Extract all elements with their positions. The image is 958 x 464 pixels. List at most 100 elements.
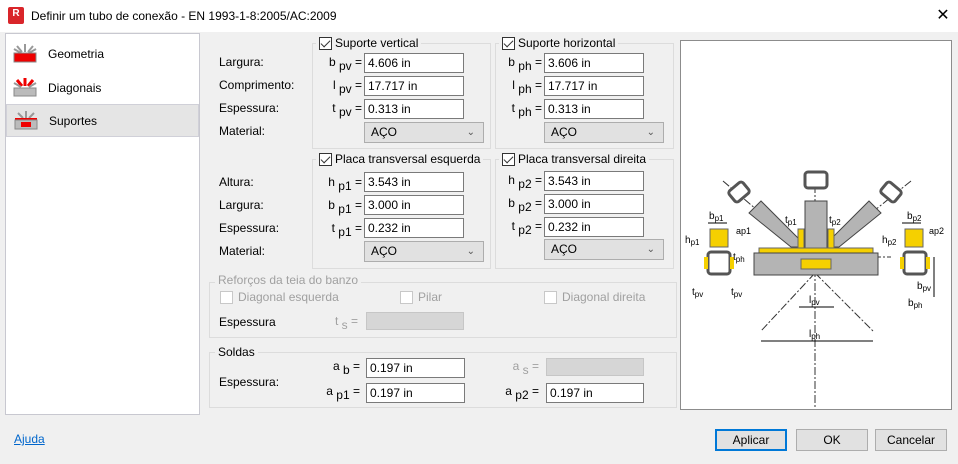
espessura-label: Espessura: <box>219 375 280 389</box>
comprimento-label: Comprimento: <box>219 78 295 92</box>
ab-symbol: a b = <box>332 359 360 377</box>
diagonals-icon <box>13 77 37 96</box>
svg-text:tp1: tp1 <box>785 215 797 227</box>
tp1-input[interactable]: 0.232 in <box>364 218 464 238</box>
lph-input[interactable]: 17.717 in <box>544 76 644 96</box>
chord-section <box>803 170 829 190</box>
placa-direita-toggle[interactable]: Placa transversal direita <box>499 152 650 166</box>
tp2-symbol: t p2 = <box>511 219 542 237</box>
svg-text:lpv: lpv <box>809 295 820 307</box>
svg-text:tp2: tp2 <box>829 215 841 227</box>
title-bar: R Definir um tubo de conexão - EN 1993-1… <box>0 0 958 32</box>
material-label: Material: <box>219 244 266 258</box>
bp2-input[interactable]: 3.000 in <box>544 194 644 214</box>
ap2-symbol: a p2 = <box>505 384 539 402</box>
lpv-symbol: l pv = <box>332 78 362 96</box>
altura-label: Altura: <box>219 175 254 189</box>
chevron-down-icon: ⌄ <box>466 127 475 138</box>
reforcos-group <box>209 282 677 338</box>
ts-input[interactable] <box>366 312 464 330</box>
apply-button[interactable]: Aplicar <box>715 429 787 451</box>
tp1-symbol: t p1 = <box>331 221 362 239</box>
ok-button[interactable]: OK <box>796 429 868 451</box>
placa-direita-material-select[interactable]: AÇO ⌄ <box>544 239 664 260</box>
espessura-label: Espessura <box>219 315 276 329</box>
tpv-symbol: t pv = <box>332 101 362 119</box>
hp1-input[interactable]: 3.543 in <box>364 172 464 192</box>
lpv-input[interactable]: 17.717 in <box>364 76 464 96</box>
sidebar-item-suportes[interactable]: Suportes <box>6 104 199 137</box>
placa-esquerda-checkbox[interactable] <box>319 152 332 166</box>
sidebar: Geometria Diagonais Suportes <box>5 33 200 415</box>
reforcos-title: Reforços da teia do banzo <box>215 273 362 287</box>
group-title: Placa transversal direita <box>518 152 647 166</box>
ts-symbol: t s = <box>334 314 358 332</box>
close-icon[interactable]: ✕ <box>936 7 950 24</box>
hp2-input[interactable]: 3.543 in <box>544 171 644 191</box>
tpv-input[interactable]: 0.313 in <box>364 99 464 119</box>
bph-input[interactable]: 3.606 in <box>544 53 644 73</box>
connection-diagram: bp1 hp1 ap1 tp1 tp2 bp2 hp2 ap2 tph tpv … <box>680 40 952 410</box>
help-link[interactable]: Ajuda <box>14 432 45 446</box>
bpv-input[interactable]: 4.606 in <box>364 53 464 73</box>
hp2-symbol: h p2 = <box>508 173 542 191</box>
group-title: Suporte horizontal <box>518 36 616 50</box>
svg-text:tpv: tpv <box>692 287 703 299</box>
diagonal-direita-checkbox[interactable]: Diagonal direita <box>544 290 645 304</box>
sidebar-item-geometria[interactable]: Geometria <box>6 37 199 70</box>
placa-esquerda-material-select[interactable]: AÇO ⌄ <box>364 241 484 262</box>
svg-text:bph: bph <box>908 298 922 310</box>
suporte-vertical-toggle[interactable]: Suporte vertical <box>316 36 422 50</box>
window-title: Definir um tubo de conexão - EN 1993-1-8… <box>31 9 337 23</box>
tp2-input[interactable]: 0.232 in <box>544 217 644 237</box>
sidebar-item-label: Geometria <box>48 46 105 61</box>
suporte-vertical-checkbox[interactable] <box>319 36 332 50</box>
svg-text:lph: lph <box>809 329 820 341</box>
diagonal-esquerda-checkbox[interactable]: Diagonal esquerda <box>220 290 339 304</box>
suporte-horizontal-material-select[interactable]: AÇO ⌄ <box>544 122 664 143</box>
material-label: Material: <box>219 124 266 138</box>
lph-symbol: l ph = <box>512 78 542 96</box>
svg-text:hp1: hp1 <box>685 235 700 247</box>
svg-text:bpv: bpv <box>917 281 931 293</box>
sidebar-item-label: Diagonais <box>48 80 102 95</box>
chevron-down-icon: ⌄ <box>646 127 655 138</box>
svg-text:hp2: hp2 <box>882 235 897 247</box>
pilar-checkbox[interactable]: Pilar <box>400 290 442 304</box>
bp1-symbol: b p1 = <box>328 198 362 216</box>
ab-input[interactable]: 0.197 in <box>366 358 465 378</box>
ap2-input[interactable]: 0.197 in <box>546 383 644 403</box>
espessura-label: Espessura: <box>219 221 280 235</box>
svg-text:tph: tph <box>733 252 745 264</box>
app-icon: R <box>8 7 24 24</box>
chevron-down-icon: ⌄ <box>646 244 655 255</box>
placa-esquerda-toggle[interactable]: Placa transversal esquerda <box>316 152 484 166</box>
svg-text:bp1: bp1 <box>709 211 724 223</box>
largura-label: Largura: <box>219 55 264 69</box>
suporte-horizontal-checkbox[interactable] <box>502 36 515 50</box>
sidebar-item-diagonais[interactable]: Diagonais <box>6 71 199 104</box>
bph-symbol: b ph = <box>508 55 542 73</box>
bpv-symbol: b pv = <box>328 55 362 73</box>
suporte-vertical-material-select[interactable]: AÇO ⌄ <box>364 122 484 143</box>
cancel-button[interactable]: Cancelar <box>875 429 947 451</box>
soldas-title: Soldas <box>215 345 258 359</box>
suporte-horizontal-toggle[interactable]: Suporte horizontal <box>499 36 619 50</box>
supports-icon <box>14 110 38 129</box>
chevron-down-icon: ⌄ <box>466 246 475 257</box>
bp1-input[interactable]: 3.000 in <box>364 195 464 215</box>
soldas-group <box>209 352 677 408</box>
placa-direita-checkbox[interactable] <box>502 152 515 166</box>
ap1-input[interactable]: 0.197 in <box>366 383 465 403</box>
svg-text:bp2: bp2 <box>907 211 922 223</box>
espessura-label: Espessura: <box>219 101 280 115</box>
svg-text:ap1: ap1 <box>736 226 751 236</box>
group-title: Suporte vertical <box>335 36 419 50</box>
tph-input[interactable]: 0.313 in <box>544 99 644 119</box>
largura-label: Largura: <box>219 198 264 212</box>
as-input[interactable] <box>546 358 644 376</box>
svg-text:ap2: ap2 <box>929 226 944 236</box>
bp2-symbol: b p2 = <box>508 196 542 214</box>
tph-symbol: t ph = <box>511 101 542 119</box>
svg-text:tpv: tpv <box>731 287 742 299</box>
